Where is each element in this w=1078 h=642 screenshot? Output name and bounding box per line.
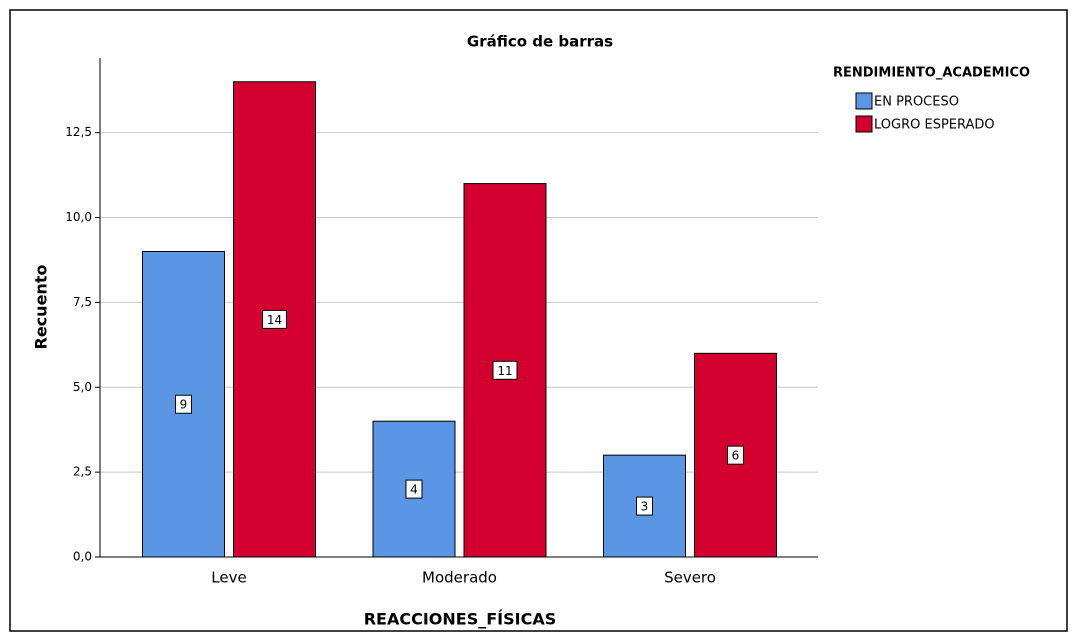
legend-swatch [855,115,873,133]
data-label: 4 [410,483,418,497]
y-tick-label: 0,0 [73,550,92,564]
x-tick-label: Leve [211,569,246,587]
data-label-box [727,445,744,465]
y-tick-label: 12,5 [65,125,92,139]
x-tick-label: Moderado [422,569,497,587]
data-label: 3 [641,500,649,514]
y-tick-label: 5,0 [73,380,92,394]
y-tick-label: 2,5 [73,465,92,479]
y-tick-label: 10,0 [65,210,92,224]
data-label-box [405,479,423,499]
y-tick-label: 7,5 [73,295,92,309]
data-label-box [262,309,287,329]
x-axis-label: REACCIONES_FÍSICAS [364,610,557,629]
data-label-box [175,394,192,414]
data-label-box [636,496,653,516]
data-label: 6 [732,449,740,463]
legend-label: EN PROCESO [874,95,959,110]
legend-title: RENDIMIENTO_ACADEMICO [833,66,1030,81]
y-axis-label: Recuento [32,265,51,350]
chart-title: Gráfico de barras [467,33,613,51]
x-tick-label: Severo [664,569,716,587]
data-label: 14 [267,313,282,327]
data-label-box [492,360,518,380]
data-label: 11 [497,364,512,378]
data-label: 9 [180,398,188,412]
legend-swatch [855,92,873,110]
legend-label: LOGRO ESPERADO [874,118,995,133]
